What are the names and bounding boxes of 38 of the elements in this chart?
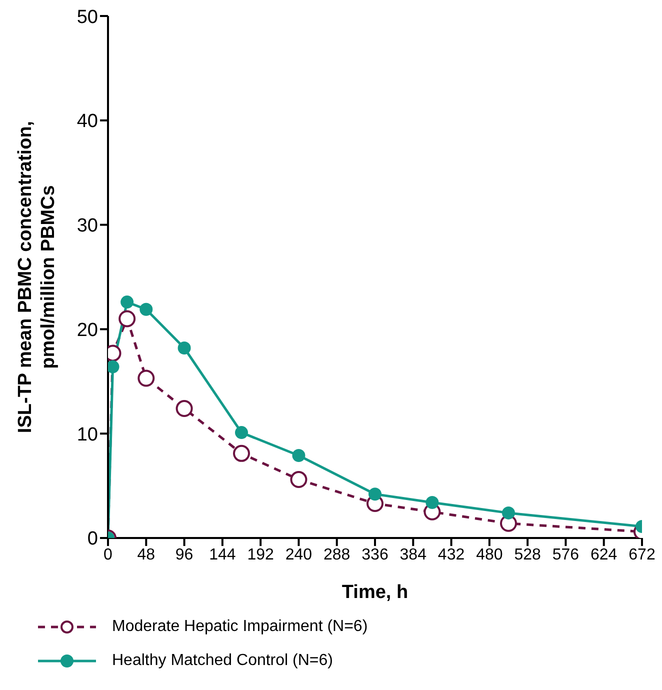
x-axis-title: Time, h (342, 582, 408, 603)
legend-label: Healthy Matched Control (N=6) (112, 652, 333, 670)
x-tick-label: 336 (362, 546, 388, 564)
x-tick-label: 672 (628, 546, 656, 564)
x-tick-label: 192 (247, 546, 274, 564)
y-tick-label: 30 (76, 216, 98, 237)
point (138, 370, 155, 387)
x-tick-label: 432 (438, 546, 465, 564)
y-axis-title: ISL-TP mean PBMC concentration, pmol/million PBMCs (15, 120, 59, 434)
point (118, 310, 136, 328)
point (290, 471, 308, 488)
point (502, 506, 515, 520)
point (368, 488, 382, 501)
y-tick-label: 10 (76, 424, 98, 446)
x-tick-label: 240 (285, 546, 312, 564)
x-tick-label: 528 (514, 546, 542, 564)
point (426, 496, 439, 510)
point (120, 296, 134, 309)
y-tick-label: 50 (76, 6, 98, 28)
x-tick-label: 288 (324, 546, 350, 564)
x-tick-label: 384 (400, 546, 427, 564)
point (140, 302, 153, 316)
y-tick-label: 40 (76, 111, 98, 132)
y-tick-label: 0 (87, 528, 98, 550)
point (176, 400, 193, 418)
point (235, 426, 248, 440)
x-tick-label: 0 (104, 546, 113, 564)
point (178, 341, 191, 354)
point (292, 449, 306, 462)
y-tick-label: 20 (76, 320, 98, 341)
point (233, 444, 250, 462)
x-tick-label: 144 (209, 546, 236, 564)
x-tick-label: 480 (476, 546, 503, 564)
x-tick-label: 624 (590, 546, 618, 564)
legend-label: Moderate Hepatic Impairment (N=6) (112, 618, 368, 636)
x-tick-label: 96 (175, 546, 194, 564)
x-tick-label: 576 (552, 546, 580, 564)
x-tick-label: 48 (137, 546, 156, 564)
